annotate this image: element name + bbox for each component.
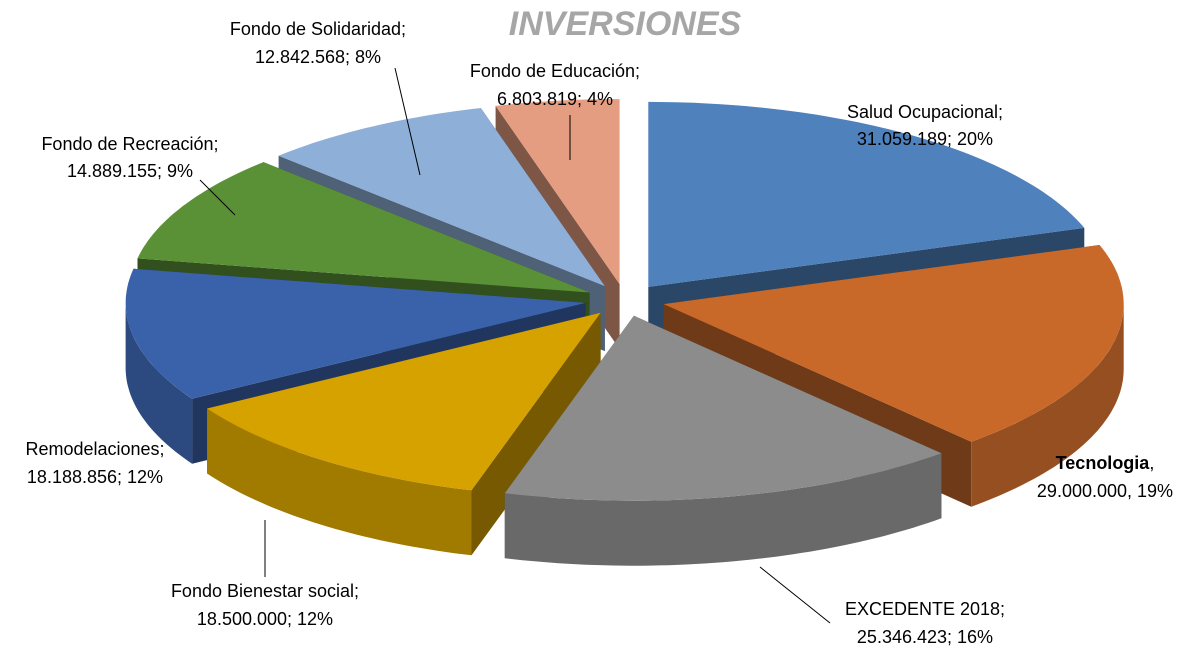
label-percent: 4% [587,89,613,109]
label-percent: 9% [167,161,193,181]
label-separator: ; [354,581,359,601]
label-value: 18.500.000 [197,609,287,629]
label-percent: 19% [1137,481,1173,501]
label-value: 6.803.819 [497,89,577,109]
label-separator: , [1127,481,1137,501]
label-value: 25.346.423 [857,627,947,647]
label-separator: ; [345,47,355,67]
label-percent: 8% [355,47,381,67]
slice-wall [504,453,942,566]
data-label: 18.188.856; 12% [27,467,163,487]
data-label: Fondo de Solidaridad; [230,19,406,39]
slice [137,162,590,293]
leader-line [759,566,831,624]
label-percent: 12% [127,467,163,487]
data-label: Fondo de Recreación; [41,134,218,154]
leader-line [394,67,421,176]
label-separator: ; [635,61,640,81]
data-label: Salud Ocupacional; [847,102,1003,122]
label-value: 14.889.155 [67,161,157,181]
label-percent: 20% [957,129,993,149]
label-name: Fondo Bienestar social [171,581,354,601]
label-percent: 16% [957,627,993,647]
label-name: Fondo de Recreación [41,134,213,154]
data-label: 12.842.568; 8% [255,47,381,67]
chart-title: INVERSIONES [509,5,742,43]
slice [504,315,942,501]
label-value: 18.188.856 [27,467,117,487]
label-separator: ; [117,467,127,487]
label-separator: , [1149,453,1154,473]
data-label: Remodelaciones; [25,439,164,459]
label-name: Fondo de Educación [470,61,635,81]
data-label: 18.500.000; 12% [197,609,333,629]
label-separator: ; [947,627,957,647]
slice-wall [971,304,1124,507]
data-label: Fondo de Educación; [470,61,640,81]
label-value: 29.000.000 [1037,481,1127,501]
label-separator: ; [947,129,957,149]
label-separator: ; [157,161,167,181]
label-separator: ; [401,19,406,39]
label-separator: ; [1000,599,1005,619]
data-label: 14.889.155; 9% [67,161,193,181]
data-label: 6.803.819; 4% [497,89,613,109]
data-label: EXCEDENTE 2018; [845,599,1005,619]
slice-wall [207,408,472,556]
label-value: 31.059.189 [857,129,947,149]
label-value: 12.842.568 [255,47,345,67]
label-separator: ; [577,89,587,109]
label-separator: ; [998,102,1003,122]
slice [207,312,601,491]
data-label: Fondo Bienestar social; [171,581,359,601]
label-name: Fondo de Solidaridad [230,19,401,39]
slice [663,245,1124,442]
label-name: Tecnologia [1056,453,1151,473]
leader-line [199,179,236,216]
data-label: Tecnologia, [1056,453,1155,473]
label-separator: ; [214,134,219,154]
label-name: Salud Ocupacional [847,102,998,122]
data-label: 31.059.189; 20% [857,129,993,149]
slice [125,268,586,399]
label-name: Remodelaciones [25,439,159,459]
label-separator: ; [287,609,297,629]
label-name: EXCEDENTE 2018 [845,599,1000,619]
slice [278,108,605,287]
data-label: 25.346.423; 16% [857,627,993,647]
data-label: 29.000.000, 19% [1037,481,1173,501]
slice-wall [125,302,193,464]
slice [495,99,620,285]
label-percent: 12% [297,609,333,629]
slice [648,101,1085,287]
label-separator: ; [160,439,165,459]
